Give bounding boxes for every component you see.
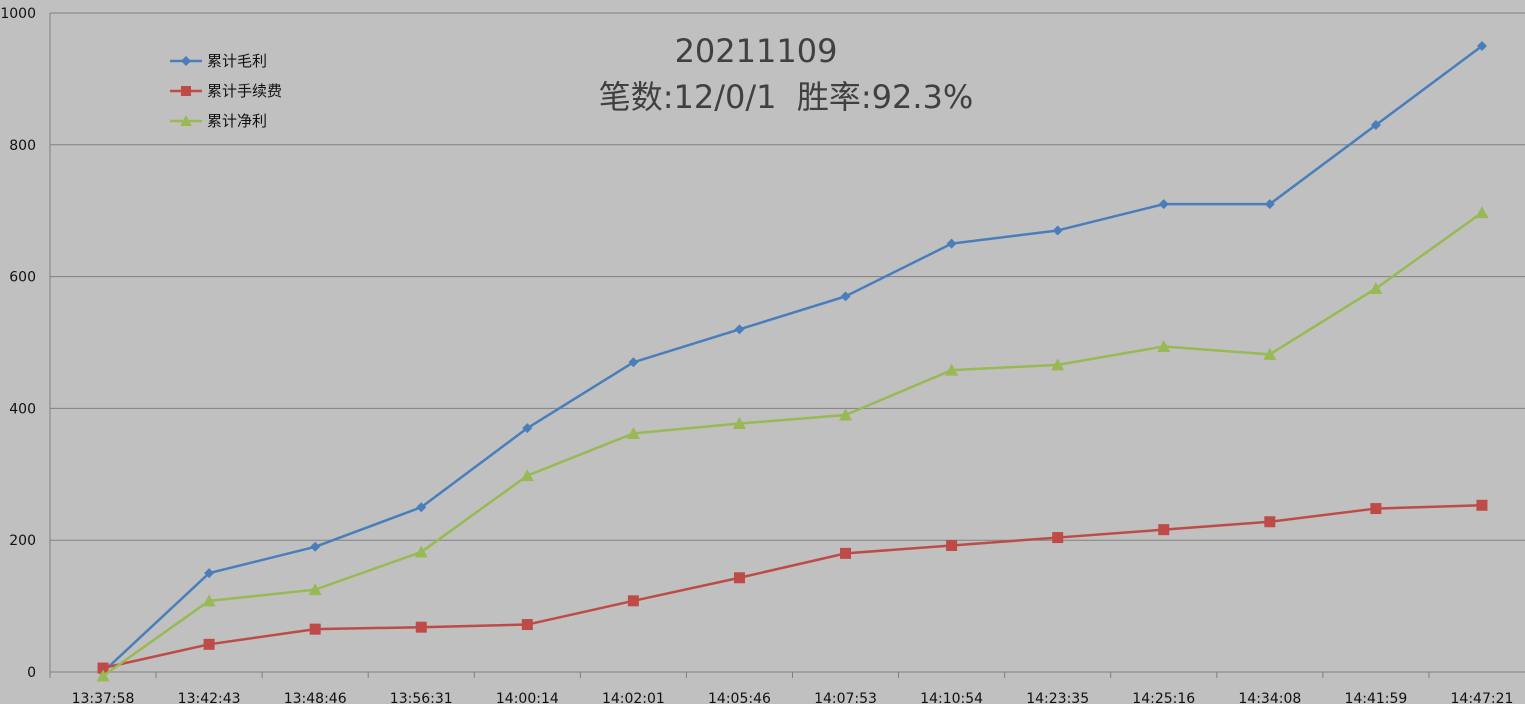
data-point-triangle: [414, 545, 428, 558]
data-point-diamond: [204, 568, 215, 579]
data-point-diamond: [181, 56, 191, 66]
data-point-diamond: [946, 238, 957, 249]
data-point-square: [1370, 503, 1382, 515]
x-tick-label: 14:07:53: [814, 691, 877, 704]
data-point-square: [1158, 524, 1170, 536]
data-point-triangle: [945, 363, 959, 376]
x-tick-label: 14:05:46: [708, 691, 771, 704]
data-point-diamond: [1158, 199, 1169, 210]
data-point-diamond: [628, 357, 639, 368]
x-tick-label: 14:23:35: [1026, 691, 1089, 704]
data-point-square: [946, 539, 958, 551]
data-point-triangle: [202, 594, 216, 607]
data-point-square: [840, 547, 852, 559]
y-axis-ticks: 0 200 400 600 800 1000: [0, 6, 36, 681]
x-tick-label: 13:37:58: [72, 691, 135, 704]
x-tick-label: 13:56:31: [390, 691, 453, 704]
x-tick-label: 14:34:08: [1238, 691, 1301, 704]
axes: [49, 13, 1525, 678]
data-point-square: [309, 623, 321, 635]
data-point-triangle: [520, 469, 534, 482]
y-tick-label: 600: [9, 270, 36, 286]
x-tick-label: 14:02:01: [602, 691, 665, 704]
data-point-triangle: [626, 426, 640, 439]
series-line: [102, 211, 1483, 677]
data-point-triangle: [1369, 281, 1383, 294]
data-point-square: [203, 638, 215, 650]
y-tick-label: 0: [27, 665, 36, 681]
x-tick-label: 13:48:46: [284, 691, 347, 704]
data-point-diamond: [1476, 40, 1487, 51]
data-point-diamond: [522, 423, 533, 434]
series-layer: [96, 40, 1489, 682]
data-point-square: [521, 619, 533, 631]
x-tick-label: 14:47:21: [1451, 691, 1514, 704]
legend-entry-1: 累计毛利: [170, 52, 267, 70]
legend-label: 累计毛利: [207, 52, 267, 70]
legend-label: 累计净利: [207, 112, 267, 130]
data-point-triangle: [1475, 206, 1489, 219]
data-point-square: [1476, 499, 1488, 511]
data-point-diamond: [840, 291, 851, 302]
x-tick-label: 14:00:14: [496, 691, 559, 704]
y-tick-label: 1000: [0, 6, 36, 22]
data-point-diamond: [734, 324, 745, 335]
chart-subtitle: 笔数:12/0/1 胜率:92.3%: [599, 78, 974, 116]
y-tick-label: 200: [9, 533, 36, 549]
y-tick-label: 400: [9, 401, 36, 417]
legend-entry-3: 累计净利: [170, 112, 267, 130]
data-point-triangle: [1051, 358, 1065, 371]
data-point-square: [733, 572, 745, 584]
data-point-diamond: [310, 541, 321, 552]
legend-label: 累计手续费: [207, 82, 282, 100]
data-point-triangle: [1263, 347, 1277, 360]
legend-entry-2: 累计手续费: [170, 82, 282, 100]
data-point-diamond: [1264, 199, 1275, 210]
data-point-square: [627, 595, 639, 607]
data-point-square: [415, 621, 427, 633]
data-point-diamond: [1052, 225, 1063, 236]
data-point-triangle: [839, 408, 853, 421]
data-point-triangle: [96, 669, 110, 682]
data-point-triangle: [180, 115, 192, 126]
chart-title: 20211109: [675, 32, 838, 70]
x-tick-label: 14:10:54: [920, 691, 983, 704]
x-axis-ticks: 13:37:58 13:42:43 13:48:46 13:56:31 14:00:14…: [72, 691, 1514, 704]
series-line: [102, 44, 1483, 673]
data-point-square: [1052, 532, 1064, 544]
x-tick-label: 14:25:16: [1132, 691, 1195, 704]
series-1: [98, 40, 1487, 677]
data-point-square: [97, 662, 109, 674]
series-2: [97, 499, 1488, 674]
data-point-triangle: [1157, 339, 1171, 352]
data-point-square: [1264, 516, 1276, 528]
series-3: [96, 206, 1489, 682]
x-tick-label: 13:42:43: [178, 691, 241, 704]
data-point-diamond: [416, 502, 427, 513]
data-point-square: [181, 86, 191, 96]
data-point-diamond: [1370, 120, 1381, 131]
series-line: [102, 504, 1483, 670]
x-tick-label: 14:41:59: [1344, 691, 1407, 704]
data-point-triangle: [308, 583, 322, 596]
data-point-triangle: [732, 417, 746, 430]
y-tick-label: 800: [9, 138, 36, 154]
